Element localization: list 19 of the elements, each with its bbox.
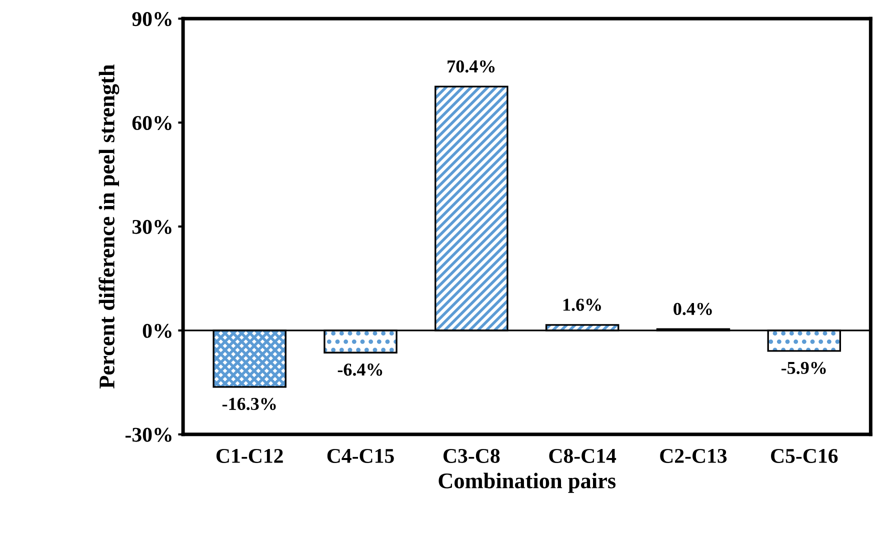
x-tick-label: C8-C14 bbox=[549, 448, 616, 463]
x-tick-label: C3-C8 bbox=[444, 448, 500, 463]
x-tick-label: C1-C12 bbox=[216, 448, 283, 463]
y-tick-label: 30% bbox=[132, 220, 172, 234]
y-tick-label: 60% bbox=[132, 116, 172, 130]
data-label: 1.6% bbox=[563, 298, 601, 311]
x-tick-label: C4-C15 bbox=[327, 448, 394, 463]
y-tick-label: 0% bbox=[142, 324, 172, 338]
data-label: -5.9% bbox=[781, 362, 826, 374]
x-tick-label: C5-C16 bbox=[771, 448, 838, 463]
y-tick-label: 90% bbox=[132, 12, 172, 26]
y-tick-label: -30% bbox=[126, 428, 172, 442]
data-label: 0.4% bbox=[674, 302, 712, 316]
x-tick-label: C2-C13 bbox=[660, 448, 727, 463]
data-label: -16.3% bbox=[222, 398, 276, 410]
x-axis-title: Combination pairs bbox=[438, 472, 616, 493]
data-label: 70.4% bbox=[448, 60, 495, 73]
y-axis-title: Percent difference in peel strength bbox=[98, 64, 120, 388]
data-label: -6.4% bbox=[338, 364, 382, 376]
